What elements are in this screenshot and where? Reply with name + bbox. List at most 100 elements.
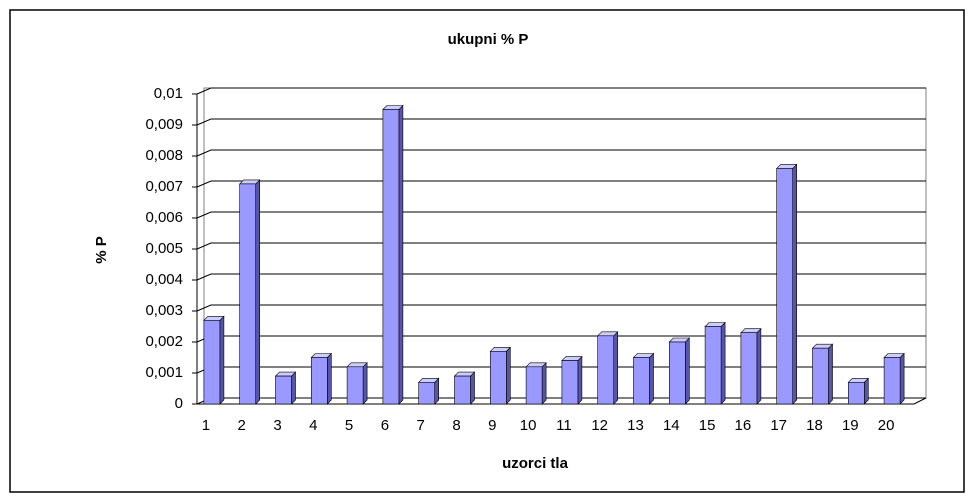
bar-top <box>274 371 297 377</box>
bar-side <box>756 327 762 405</box>
floor <box>197 397 927 405</box>
x-tick-label: 9 <box>488 417 496 434</box>
bar-side <box>863 377 869 405</box>
grid-line <box>196 118 926 126</box>
bar-side <box>434 377 440 405</box>
x-tick-label: 3 <box>273 417 281 434</box>
bar-top <box>310 353 333 358</box>
bar-side <box>291 371 296 405</box>
bar-side <box>541 362 547 405</box>
bar-top <box>525 362 547 368</box>
bar-side <box>828 343 833 405</box>
y-tick-label: 0,009 <box>145 116 183 133</box>
x-tick-label: 16 <box>735 417 752 434</box>
bar <box>597 335 615 405</box>
bar-top <box>847 377 870 383</box>
x-tick-label: 13 <box>627 417 644 434</box>
bar-top <box>382 105 404 110</box>
y-tick-label: 0,002 <box>145 333 183 350</box>
bar-top <box>203 315 225 321</box>
bar <box>633 357 650 405</box>
y-tick-label: 0,003 <box>145 302 183 319</box>
bar-top <box>561 356 583 361</box>
grid-line <box>196 180 926 188</box>
y-tick-label: 0,01 <box>154 85 183 102</box>
y-tick-label: 0,007 <box>145 178 183 195</box>
bar <box>346 366 364 405</box>
x-tick-label: 12 <box>591 417 608 434</box>
y-tick-label: 0 <box>175 395 183 412</box>
bar-side <box>255 179 261 405</box>
x-tick-label: 15 <box>699 417 716 434</box>
bar-side <box>219 315 225 405</box>
x-tick-label: 4 <box>309 417 317 434</box>
grid-line <box>196 304 926 312</box>
bar-top <box>453 371 476 377</box>
bar-side <box>398 104 404 405</box>
bar-side <box>792 163 798 405</box>
x-tick-label: 1 <box>202 417 210 434</box>
bar-side <box>577 355 583 405</box>
bar-top <box>489 346 512 352</box>
bar-top <box>811 343 834 349</box>
y-tick-label: 0,001 <box>145 364 183 381</box>
bar <box>275 375 292 405</box>
y-tick-label: 0,005 <box>145 240 183 257</box>
bar-top <box>346 362 368 368</box>
bar-side <box>649 352 654 405</box>
bar <box>454 375 471 405</box>
x-tick-label: 5 <box>345 417 353 434</box>
bar-side <box>505 346 511 405</box>
grid-line <box>196 149 926 157</box>
x-tick-label: 18 <box>806 417 823 434</box>
grid-line <box>196 87 926 95</box>
bar-side <box>613 331 619 405</box>
grid-line <box>196 242 926 250</box>
x-tick-label: 7 <box>417 417 425 434</box>
bar <box>883 357 901 405</box>
bar-side <box>720 321 726 405</box>
bar-top <box>632 353 655 358</box>
bar <box>812 347 829 405</box>
bar <box>847 381 865 405</box>
x-tick-label: 19 <box>842 417 859 434</box>
x-tick-label: 8 <box>452 417 460 434</box>
bar <box>561 360 579 405</box>
x-tick-label: 11 <box>556 417 572 434</box>
chart-title: ukupni % P <box>448 31 529 48</box>
bar-top <box>704 322 726 327</box>
bar-top <box>238 179 261 185</box>
bar-top <box>596 331 619 337</box>
bar <box>203 319 221 405</box>
bar <box>418 381 436 405</box>
bar-top <box>417 377 440 383</box>
x-tick-label: 6 <box>381 417 389 434</box>
y-axis-label: % P <box>93 236 110 264</box>
y-tick-label: 0,004 <box>145 271 183 288</box>
bar-side <box>684 337 690 405</box>
bar <box>740 332 758 405</box>
bar <box>382 109 400 405</box>
bar-side <box>362 362 368 405</box>
x-axis-label: uzorci tla <box>502 455 569 472</box>
x-tick-label: 17 <box>770 417 787 434</box>
y-tick-label: 0,008 <box>145 147 183 164</box>
bar <box>525 366 543 405</box>
bar <box>239 183 256 405</box>
bar <box>310 357 328 405</box>
bar-top <box>775 164 798 169</box>
x-tick-label: 10 <box>520 417 537 434</box>
bar <box>776 168 794 405</box>
y-tick-label: 0,006 <box>145 209 183 226</box>
x-tick-label: 14 <box>663 417 680 434</box>
bar <box>489 350 507 405</box>
grid-line <box>196 273 926 281</box>
bar-side <box>326 352 332 405</box>
grid-line <box>196 211 926 219</box>
bar-top <box>740 328 762 334</box>
x-tick-label: 20 <box>878 417 895 434</box>
bar-top <box>883 353 905 358</box>
bar-top <box>668 337 691 343</box>
bar <box>704 326 722 405</box>
